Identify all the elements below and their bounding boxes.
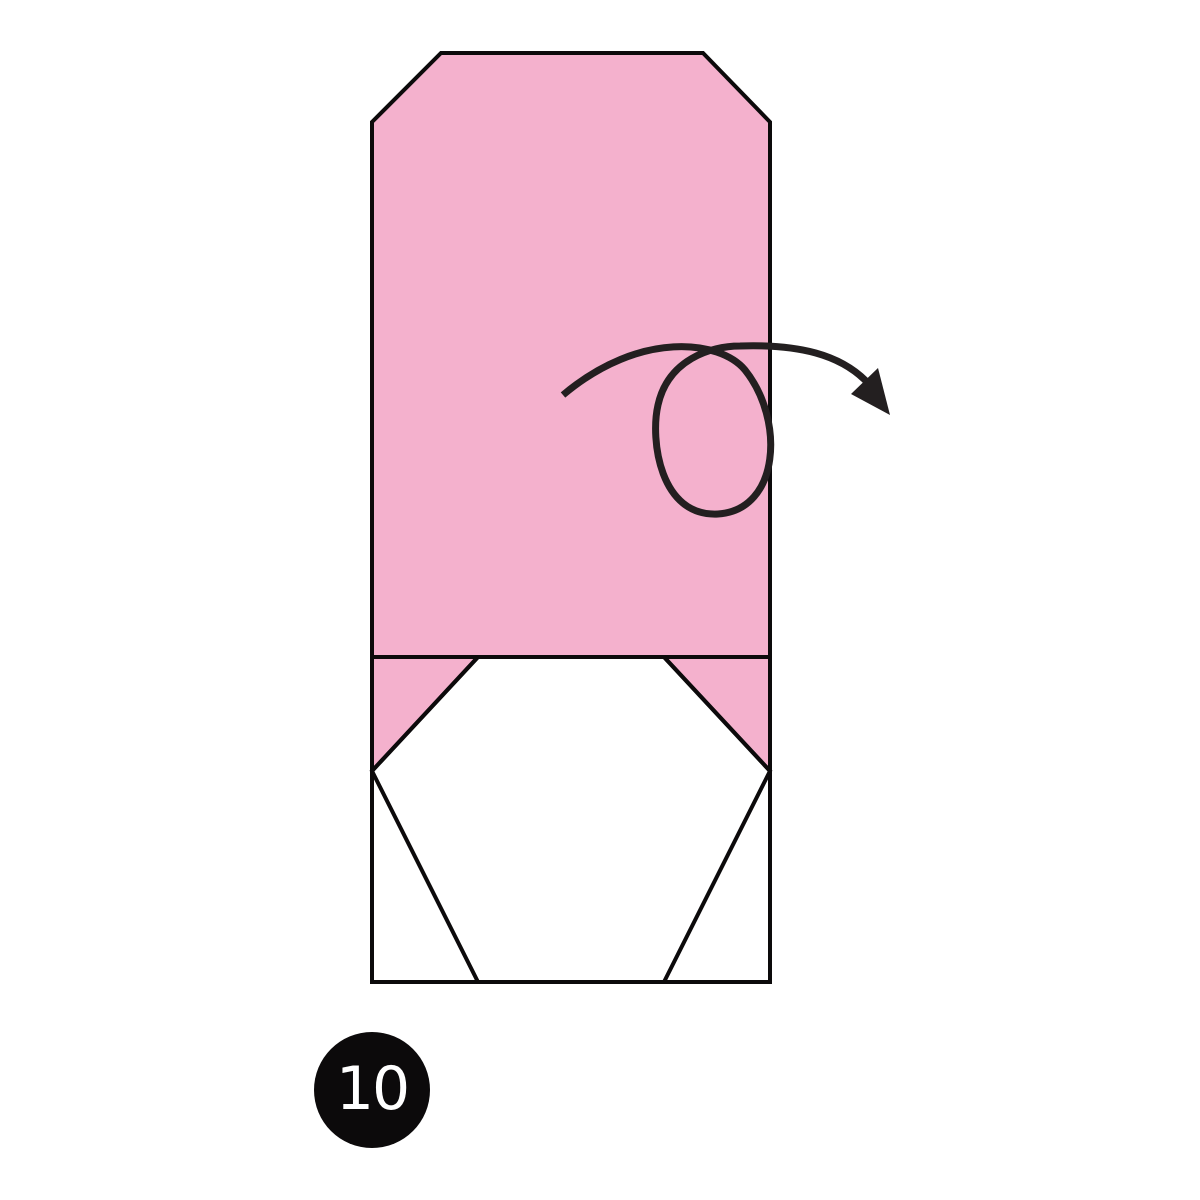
paper-pink-body (370, 51, 772, 659)
step-number: 10 (335, 1054, 410, 1124)
hexagon-fold-lines (369, 655, 480, 983)
hexagon-fold-lines-right (662, 655, 773, 983)
turn-over-arrow-icon (560, 342, 890, 518)
paper-white-base (370, 655, 772, 984)
step-number-badge: 10 (314, 1032, 430, 1148)
